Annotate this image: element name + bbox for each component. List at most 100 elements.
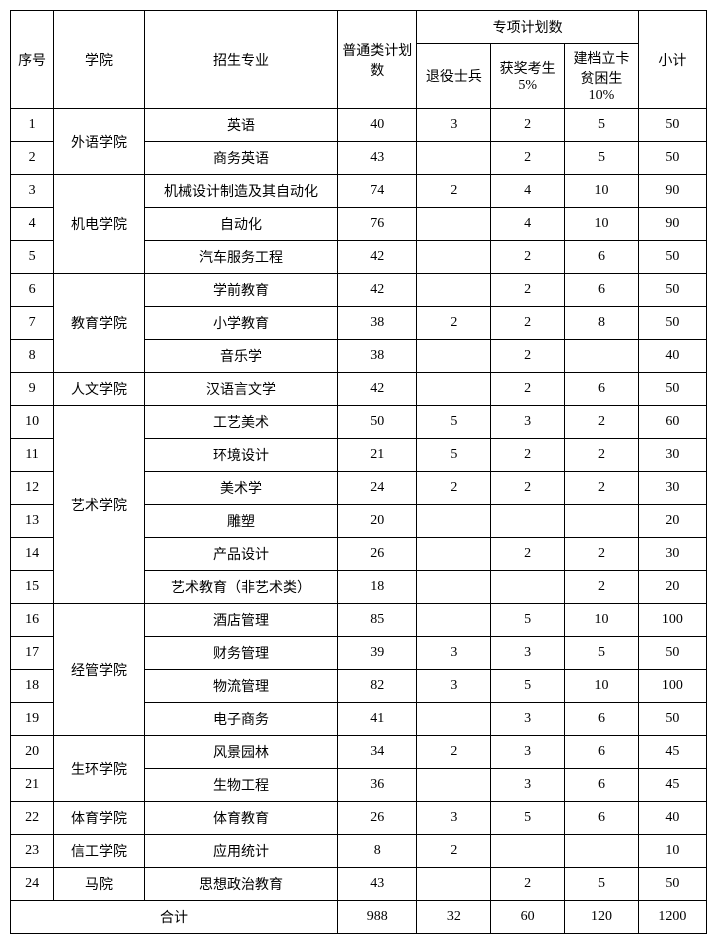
cell-sp1 (417, 868, 491, 901)
cell-sp3: 6 (565, 802, 639, 835)
cell-sp2: 2 (491, 109, 565, 142)
header-poverty: 建档立卡贫困生 10% (565, 44, 639, 109)
cell-sp1 (417, 505, 491, 538)
cell-plan: 76 (337, 208, 416, 241)
cell-college: 马院 (54, 868, 145, 901)
cell-major: 酒店管理 (144, 604, 337, 637)
cell-sp1: 3 (417, 109, 491, 142)
cell-total: 10 (638, 835, 706, 868)
totals-sp3: 120 (565, 901, 639, 934)
cell-seq: 15 (11, 571, 54, 604)
header-awarded: 获奖考生5% (491, 44, 565, 109)
cell-major: 机械设计制造及其自动化 (144, 175, 337, 208)
cell-plan: 36 (337, 769, 416, 802)
cell-seq: 16 (11, 604, 54, 637)
cell-sp3: 2 (565, 571, 639, 604)
cell-sp3: 10 (565, 604, 639, 637)
cell-major: 学前教育 (144, 274, 337, 307)
cell-college: 经管学院 (54, 604, 145, 736)
table-footer: 合计 988 32 60 120 1200 (11, 901, 707, 934)
cell-sp1 (417, 241, 491, 274)
totals-label: 合计 (11, 901, 338, 934)
table-body: 1外语学院英语40325502商务英语4325503机电学院机械设计制造及其自动… (11, 109, 707, 901)
table-row: 24马院思想政治教育432550 (11, 868, 707, 901)
cell-sp3: 6 (565, 274, 639, 307)
cell-sp1: 5 (417, 406, 491, 439)
table-row: 10艺术学院工艺美术5053260 (11, 406, 707, 439)
cell-college: 艺术学院 (54, 406, 145, 604)
cell-major: 商务英语 (144, 142, 337, 175)
cell-college: 教育学院 (54, 274, 145, 373)
cell-sp2: 2 (491, 373, 565, 406)
cell-major: 风景园林 (144, 736, 337, 769)
totals-total: 1200 (638, 901, 706, 934)
cell-major: 生物工程 (144, 769, 337, 802)
cell-sp2: 5 (491, 670, 565, 703)
cell-sp3: 5 (565, 868, 639, 901)
cell-seq: 12 (11, 472, 54, 505)
table-row: 3机电学院机械设计制造及其自动化74241090 (11, 175, 707, 208)
cell-plan: 42 (337, 241, 416, 274)
cell-major: 财务管理 (144, 637, 337, 670)
cell-plan: 24 (337, 472, 416, 505)
cell-total: 50 (638, 109, 706, 142)
cell-sp1 (417, 142, 491, 175)
cell-sp2: 2 (491, 142, 565, 175)
cell-sp1 (417, 703, 491, 736)
cell-major: 物流管理 (144, 670, 337, 703)
cell-major: 体育教育 (144, 802, 337, 835)
cell-sp3: 6 (565, 703, 639, 736)
cell-seq: 21 (11, 769, 54, 802)
cell-plan: 43 (337, 142, 416, 175)
header-subtotal: 小计 (638, 11, 706, 109)
cell-total: 50 (638, 241, 706, 274)
cell-seq: 22 (11, 802, 54, 835)
cell-plan: 74 (337, 175, 416, 208)
cell-sp3: 5 (565, 109, 639, 142)
cell-seq: 9 (11, 373, 54, 406)
cell-total: 45 (638, 736, 706, 769)
cell-plan: 41 (337, 703, 416, 736)
cell-total: 40 (638, 340, 706, 373)
cell-plan: 43 (337, 868, 416, 901)
cell-plan: 18 (337, 571, 416, 604)
cell-sp1 (417, 604, 491, 637)
cell-seq: 3 (11, 175, 54, 208)
cell-total: 40 (638, 802, 706, 835)
cell-seq: 20 (11, 736, 54, 769)
cell-sp3: 6 (565, 241, 639, 274)
cell-college: 机电学院 (54, 175, 145, 274)
cell-seq: 18 (11, 670, 54, 703)
cell-total: 50 (638, 637, 706, 670)
cell-plan: 40 (337, 109, 416, 142)
cell-sp1: 3 (417, 670, 491, 703)
cell-major: 音乐学 (144, 340, 337, 373)
cell-major: 英语 (144, 109, 337, 142)
cell-major: 电子商务 (144, 703, 337, 736)
table-row: 22体育学院体育教育2635640 (11, 802, 707, 835)
cell-sp2 (491, 571, 565, 604)
table-row: 1外语学院英语4032550 (11, 109, 707, 142)
cell-total: 100 (638, 604, 706, 637)
cell-sp1: 2 (417, 472, 491, 505)
cell-seq: 2 (11, 142, 54, 175)
table-row: 23信工学院应用统计8210 (11, 835, 707, 868)
cell-total: 20 (638, 505, 706, 538)
cell-plan: 42 (337, 373, 416, 406)
cell-major: 小学教育 (144, 307, 337, 340)
cell-sp2: 4 (491, 208, 565, 241)
cell-total: 30 (638, 472, 706, 505)
cell-sp3 (565, 505, 639, 538)
cell-seq: 19 (11, 703, 54, 736)
cell-plan: 50 (337, 406, 416, 439)
cell-sp3 (565, 340, 639, 373)
cell-total: 60 (638, 406, 706, 439)
cell-plan: 20 (337, 505, 416, 538)
table-row: 9人文学院汉语言文学422650 (11, 373, 707, 406)
cell-seq: 14 (11, 538, 54, 571)
cell-sp2: 2 (491, 538, 565, 571)
cell-total: 100 (638, 670, 706, 703)
cell-plan: 42 (337, 274, 416, 307)
cell-sp3: 5 (565, 142, 639, 175)
cell-major: 工艺美术 (144, 406, 337, 439)
